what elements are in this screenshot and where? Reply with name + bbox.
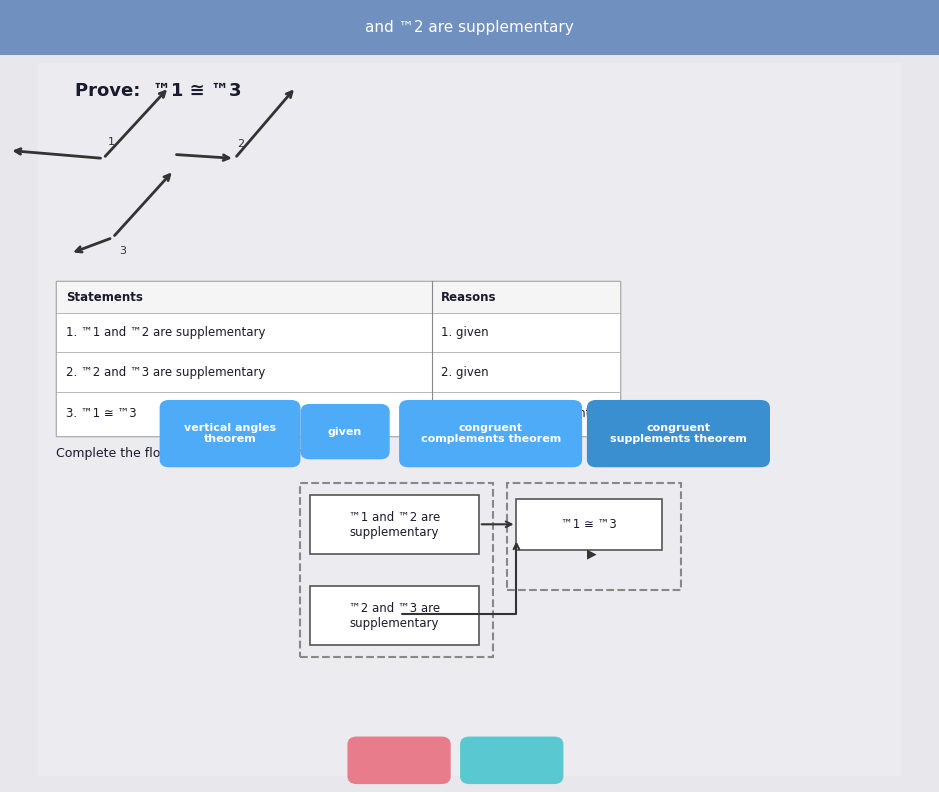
FancyBboxPatch shape [160, 400, 300, 467]
FancyBboxPatch shape [0, 0, 939, 55]
FancyBboxPatch shape [310, 495, 479, 554]
Text: 2: 2 [237, 139, 244, 149]
Text: 1: 1 [108, 136, 115, 147]
Text: ™2 and ™3 are
supplementary: ™2 and ™3 are supplementary [348, 602, 440, 630]
Text: ™1 ≅ ™3: ™1 ≅ ™3 [562, 518, 617, 531]
Text: and ™2 are supplementary: and ™2 are supplementary [365, 21, 574, 35]
FancyBboxPatch shape [516, 499, 662, 550]
Text: 3: 3 [119, 246, 126, 256]
Text: 2. given: 2. given [441, 366, 489, 379]
FancyBboxPatch shape [38, 63, 901, 776]
Text: 3. congruent supplements theorem: 3. congruent supplements theorem [441, 407, 651, 421]
Text: Prove:  ™1 ≅ ™3: Prove: ™1 ≅ ™3 [75, 82, 241, 100]
FancyBboxPatch shape [587, 400, 770, 467]
FancyBboxPatch shape [310, 586, 479, 645]
FancyBboxPatch shape [56, 313, 620, 352]
Text: Reasons: Reasons [441, 291, 497, 303]
Text: congruent
supplements theorem: congruent supplements theorem [610, 423, 747, 444]
Text: Statements: Statements [66, 291, 143, 303]
FancyBboxPatch shape [347, 737, 451, 784]
FancyBboxPatch shape [56, 281, 620, 313]
FancyBboxPatch shape [300, 404, 390, 459]
Text: 3. ™1 ≅ ™3: 3. ™1 ≅ ™3 [66, 407, 136, 421]
Text: given: given [328, 427, 362, 436]
Text: congruent
complements theorem: congruent complements theorem [421, 423, 561, 444]
Text: Complete the flow chart to show the proof.: Complete the flow chart to show the proo… [56, 447, 325, 459]
Text: 1. ™1 and ™2 are supplementary: 1. ™1 and ™2 are supplementary [66, 326, 265, 339]
Text: 1. given: 1. given [441, 326, 489, 339]
Text: 2. ™2 and ™3 are supplementary: 2. ™2 and ™3 are supplementary [66, 366, 265, 379]
Text: ▶: ▶ [587, 548, 596, 561]
Text: ™1 and ™2 are
supplementary: ™1 and ™2 are supplementary [348, 511, 440, 539]
FancyBboxPatch shape [399, 400, 582, 467]
FancyBboxPatch shape [56, 392, 620, 436]
Text: vertical angles
theorem: vertical angles theorem [184, 423, 276, 444]
FancyBboxPatch shape [56, 352, 620, 392]
FancyBboxPatch shape [56, 281, 620, 436]
FancyBboxPatch shape [460, 737, 563, 784]
